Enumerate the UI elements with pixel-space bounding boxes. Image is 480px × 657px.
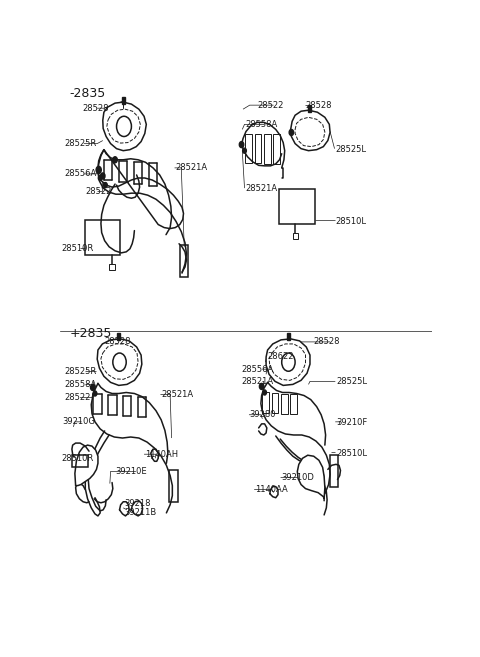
Text: 28521A: 28521A (245, 183, 277, 193)
Text: 28521A: 28521A (241, 377, 274, 386)
Polygon shape (297, 455, 325, 499)
Text: 28528: 28528 (305, 101, 332, 110)
Text: 39210F: 39210F (336, 419, 367, 427)
Text: 28622: 28622 (267, 351, 294, 361)
Text: 28558A: 28558A (64, 380, 96, 389)
Bar (122, 97, 124, 104)
Text: 28525R: 28525R (64, 367, 96, 376)
Text: 28528: 28528 (83, 104, 109, 113)
Bar (264, 135, 271, 164)
Text: -2835: -2835 (69, 87, 106, 99)
Bar (109, 264, 115, 270)
Text: +2835: +2835 (69, 327, 112, 340)
Circle shape (259, 384, 264, 390)
Bar (287, 333, 290, 340)
Text: 28525L: 28525L (335, 145, 366, 154)
Text: 28510R: 28510R (62, 244, 94, 253)
Bar (292, 233, 298, 238)
Bar (254, 135, 261, 164)
Text: 28522: 28522 (257, 101, 284, 110)
Bar (263, 392, 269, 413)
Circle shape (240, 141, 244, 148)
Circle shape (98, 175, 102, 181)
Text: 28556A: 28556A (64, 170, 96, 179)
Bar (180, 245, 188, 277)
Bar (245, 135, 252, 163)
Circle shape (100, 173, 105, 179)
Polygon shape (266, 339, 310, 386)
Bar (169, 470, 178, 502)
Text: 39210E: 39210E (115, 467, 147, 476)
Bar (279, 189, 315, 223)
Text: 1140AH: 1140AH (145, 449, 178, 459)
Polygon shape (290, 110, 330, 150)
Polygon shape (75, 445, 98, 486)
Text: 28510L: 28510L (336, 449, 367, 458)
Circle shape (96, 166, 101, 173)
Text: 39210G: 39210G (62, 417, 95, 426)
Polygon shape (98, 150, 183, 229)
Bar (273, 135, 280, 164)
Circle shape (91, 384, 95, 390)
Bar (85, 221, 120, 255)
Text: 28522: 28522 (64, 393, 91, 402)
Circle shape (263, 390, 266, 395)
Text: 39218: 39218 (124, 499, 151, 509)
Bar (308, 104, 311, 112)
Text: 28510R: 28510R (62, 454, 94, 463)
Text: 39210D: 39210D (281, 473, 314, 482)
Text: 28510L: 28510L (335, 217, 366, 226)
Bar (281, 394, 288, 414)
Text: 28528: 28528 (314, 338, 340, 346)
Text: 28521A: 28521A (175, 164, 207, 172)
Circle shape (93, 391, 97, 396)
Text: 1140AA: 1140AA (255, 485, 288, 494)
Text: 39280: 39280 (250, 410, 276, 419)
Circle shape (104, 183, 107, 188)
Circle shape (113, 157, 117, 163)
Text: 28522: 28522 (85, 187, 112, 196)
Circle shape (243, 148, 246, 153)
Bar (272, 393, 278, 413)
Text: 28521A: 28521A (161, 390, 193, 399)
Polygon shape (103, 102, 146, 150)
Text: 39211B: 39211B (124, 509, 156, 518)
Text: 28558A: 28558A (245, 120, 277, 129)
Bar (330, 455, 338, 487)
Bar (118, 333, 120, 340)
Text: 28525L: 28525L (336, 377, 367, 386)
Polygon shape (97, 339, 142, 386)
Text: 28528: 28528 (104, 338, 131, 346)
Bar (72, 455, 88, 467)
Circle shape (289, 129, 294, 135)
Text: 28556A: 28556A (241, 365, 274, 374)
Text: 28525R: 28525R (64, 139, 96, 148)
Bar (290, 394, 297, 415)
